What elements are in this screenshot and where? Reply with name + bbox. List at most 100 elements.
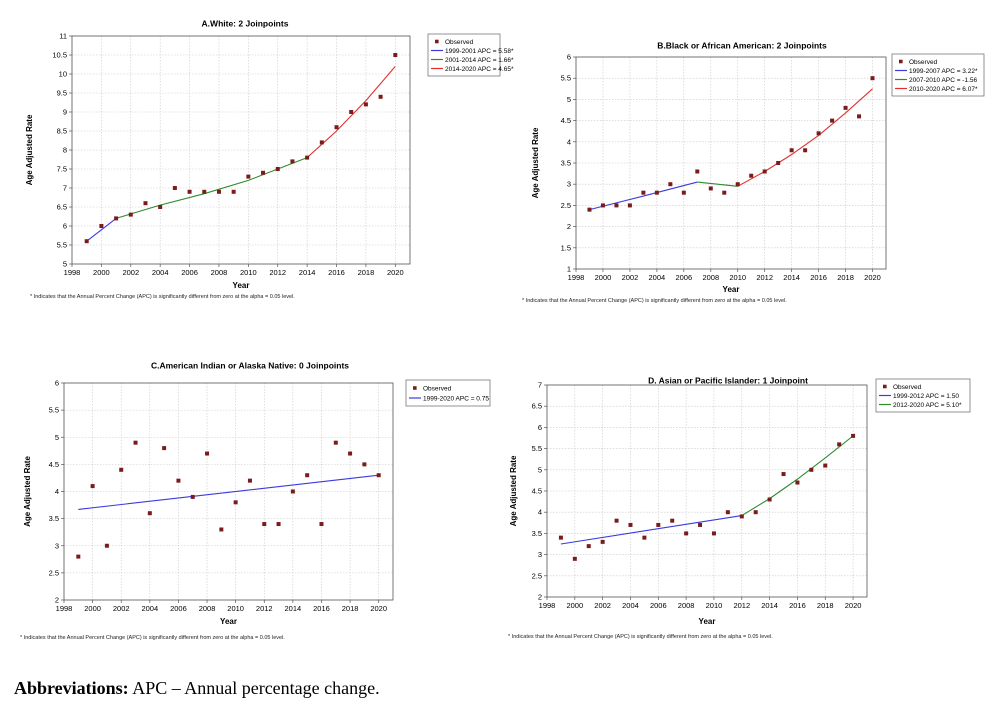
x-tick-label: 2012 <box>256 604 273 613</box>
y-axis-label: Age Adjusted Rate <box>531 127 540 198</box>
y-tick-label: 6 <box>567 53 571 62</box>
legend-observed-label: Observed <box>893 384 922 391</box>
chart-footnote: * Indicates that the Annual Percent Chan… <box>20 635 285 641</box>
x-tick-label: 2014 <box>299 268 316 277</box>
y-tick-label: 6.5 <box>57 203 67 212</box>
x-tick-label: 1998 <box>539 601 556 610</box>
observed-point <box>187 189 192 194</box>
observed-point <box>219 527 224 532</box>
observed-point <box>870 76 875 81</box>
x-tick-label: 2020 <box>387 268 404 277</box>
x-tick-label: 2002 <box>622 273 639 282</box>
observed-point <box>276 522 281 527</box>
x-tick-label: 2020 <box>845 601 862 610</box>
x-tick-label: 2002 <box>594 601 611 610</box>
observed-point <box>158 205 163 209</box>
observed-point <box>202 189 207 194</box>
y-tick-label: 5.5 <box>57 241 67 250</box>
observed-point <box>348 451 353 456</box>
observed-point <box>114 216 119 221</box>
x-tick-label: 2006 <box>170 604 187 613</box>
observed-point <box>857 114 862 119</box>
x-tick-label: 2012 <box>733 601 750 610</box>
observed-point <box>246 174 251 179</box>
observed-point <box>172 186 177 190</box>
y-tick-label: 3 <box>567 180 571 189</box>
joinpoint-segment-line <box>589 181 698 211</box>
chart-title: B.Black or African American: 2 Joinpoint… <box>657 40 827 50</box>
observed-point <box>776 161 781 165</box>
y-tick-label: 2.5 <box>532 571 542 580</box>
x-tick-label: 2006 <box>675 273 692 282</box>
y-tick-label: 7 <box>538 381 542 390</box>
observed-point <box>334 125 339 130</box>
observed-point <box>104 543 109 548</box>
joinpoint-segment-line <box>78 474 379 510</box>
chart-svg-b: B.Black or African American: 2 Joinpoint… <box>522 40 985 304</box>
observed-point <box>641 190 646 195</box>
y-tick-label: 5.5 <box>49 406 59 415</box>
observed-point <box>739 514 744 519</box>
chart-panel-b: B.Black or African American: 2 Joinpoint… <box>512 25 992 315</box>
observed-point <box>735 182 740 187</box>
x-tick-label: 2000 <box>93 268 110 277</box>
legend-segment-label: 2012-2020 APC = 5.10* <box>893 402 962 409</box>
observed-point <box>656 522 661 527</box>
legend-observed-label: Observed <box>909 59 938 66</box>
chart-panel-c: C.American Indian or Alaska Native: 0 Jo… <box>10 350 491 650</box>
y-tick-label: 4 <box>567 137 571 146</box>
observed-point <box>843 105 848 110</box>
observed-point <box>670 518 675 523</box>
observed-point <box>216 189 221 194</box>
y-tick-label: 8 <box>63 146 67 155</box>
observed-point <box>781 472 786 477</box>
y-tick-label: 1 <box>567 265 571 274</box>
observed-point <box>789 148 794 153</box>
observed-point <box>128 212 133 217</box>
observed-point <box>205 451 210 456</box>
chart-footnote: * Indicates that the Annual Percent Chan… <box>508 634 773 640</box>
observed-point <box>708 186 713 191</box>
chart-svg-d: D. Asian or Pacific Islander: 1 Joinpoin… <box>508 375 971 640</box>
x-tick-label: 2002 <box>113 604 130 613</box>
y-tick-label: 5.5 <box>561 74 571 83</box>
observed-point <box>290 159 295 164</box>
observed-point <box>695 169 700 174</box>
y-tick-label: 5.5 <box>532 444 542 453</box>
x-tick-label: 2018 <box>342 604 359 613</box>
observed-point <box>684 531 689 536</box>
legend-box <box>427 33 501 77</box>
observed-point <box>290 489 295 494</box>
y-tick-label: 4 <box>55 487 59 496</box>
x-tick-label: 2018 <box>817 601 834 610</box>
y-tick-label: 3.5 <box>561 159 571 168</box>
observed-point <box>628 522 633 527</box>
observed-point <box>753 510 758 515</box>
observed-point <box>99 224 104 228</box>
x-tick-label: 2002 <box>122 268 139 277</box>
observed-point <box>749 173 754 178</box>
legend-segment-label: 1999-2001 APC = 5.58* <box>445 48 514 55</box>
x-tick-label: 2008 <box>678 601 695 610</box>
x-tick-label: 2008 <box>199 604 216 613</box>
x-tick-label: 2018 <box>358 268 375 277</box>
x-tick-label: 2010 <box>227 604 244 613</box>
y-tick-label: 6.5 <box>532 402 542 411</box>
observed-point <box>816 131 821 136</box>
y-tick-label: 6 <box>55 379 59 388</box>
observed-point <box>762 169 767 174</box>
observed-point <box>333 440 338 445</box>
x-tick-label: 2014 <box>761 601 778 610</box>
y-tick-label: 2.5 <box>49 568 59 577</box>
observed-point <box>642 535 647 540</box>
x-tick-label: 2004 <box>622 601 639 610</box>
y-tick-label: 7 <box>63 184 67 193</box>
observed-point <box>627 203 632 208</box>
observed-point <box>247 478 252 483</box>
legend-segment-label: 2007-2010 APC = -1.56 <box>909 77 978 84</box>
y-tick-label: 2.5 <box>561 201 571 210</box>
observed-point <box>378 94 383 99</box>
observed-point <box>851 433 856 438</box>
x-tick-label: 1998 <box>56 604 73 613</box>
observed-point <box>587 207 592 212</box>
